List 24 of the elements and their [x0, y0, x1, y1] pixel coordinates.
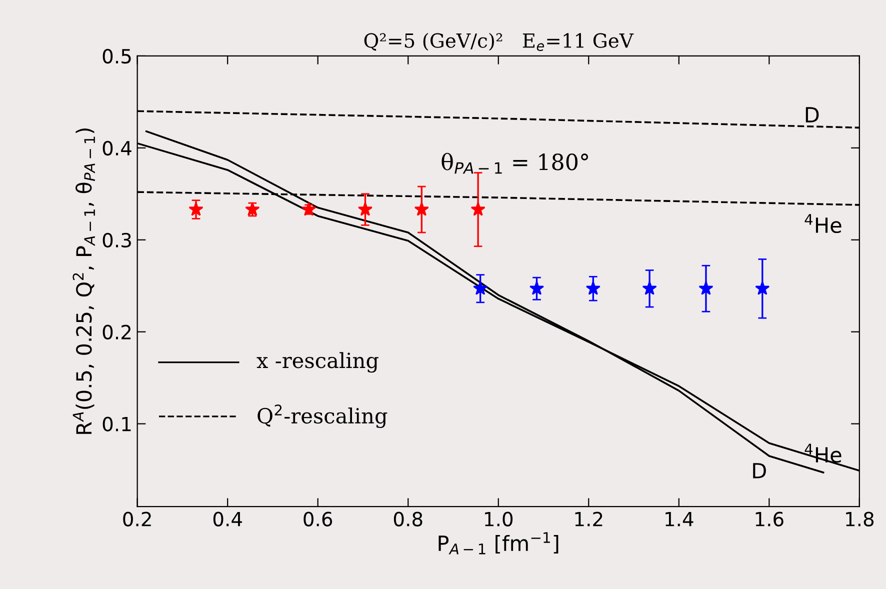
y-tick-label: 0.5 — [102, 48, 131, 64]
x-tick-label: 0.2 — [123, 512, 151, 526]
chart-title: Q²=5 (GeV/c)² E$_{e}$=11 GeV — [364, 32, 634, 51]
y-tick-label: 0.4 — [102, 140, 132, 156]
y-tick-label: 0.3 — [102, 232, 131, 248]
x-tick-label: 1.8 — [846, 512, 874, 526]
y-tick-label: 0.2 — [102, 324, 131, 340]
annotation: θ$_{PA−1}$ = 180° — [442, 152, 588, 174]
x-axis-title: P$_{A−1}$ [fm$^{−1}$] — [438, 532, 558, 554]
legend-label: $^{4}$He — [804, 444, 842, 463]
y-tick-label: 0.1 — [102, 416, 131, 432]
x-tick-label: 0.4 — [213, 512, 242, 526]
x-tick-label: 0.8 — [394, 512, 422, 526]
x-tick-label: 1.4 — [666, 512, 694, 526]
x-tick-label: 0.6 — [304, 512, 332, 526]
annotation: Q$^{2}$-rescaling — [258, 404, 388, 428]
text: R$^{A}$(0.5, 0.25, Q$^{2}$, P$_{A−1}$, θ$_{PA−1}$) — [72, 128, 95, 434]
x-tick-label: 1.0 — [485, 512, 513, 526]
series-label: D — [806, 107, 819, 122]
series-label: D — [753, 463, 766, 478]
annotation: x -rescaling — [256, 352, 378, 373]
series-label: $^{4}$He — [804, 214, 842, 234]
x-tick-label: 1.2 — [575, 512, 602, 526]
x-tick-label: 1.6 — [756, 512, 784, 526]
